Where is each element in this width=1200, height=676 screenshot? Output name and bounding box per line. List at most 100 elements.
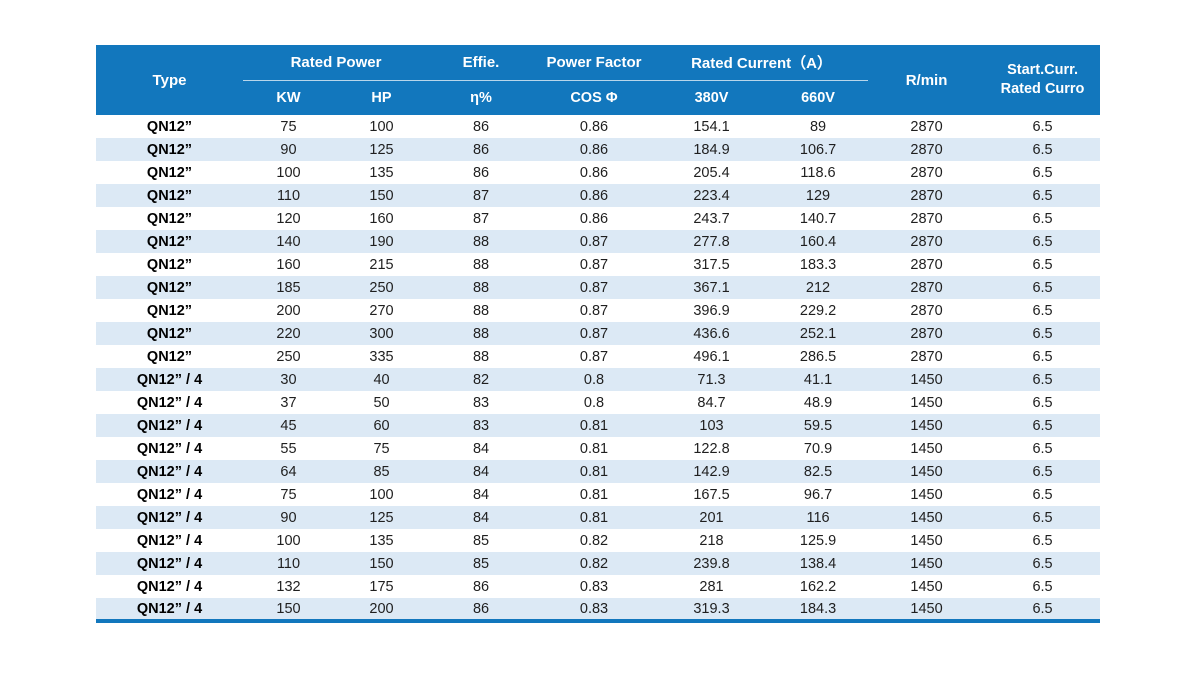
cell-v660: 140.7 [768, 207, 869, 230]
cell-v380: 103 [655, 414, 769, 437]
cell-hp: 150 [334, 184, 430, 207]
col-subheader-cos: COS Φ [533, 80, 656, 115]
cell-v380: 243.7 [655, 207, 769, 230]
cell-start-curr: 6.5 [985, 506, 1101, 529]
spec-table-container: Type Rated Power Effie. Power Factor Rat… [96, 45, 1101, 623]
table-header: Type Rated Power Effie. Power Factor Rat… [96, 45, 1101, 115]
cell-start-curr: 6.5 [985, 230, 1101, 253]
cell-eta: 86 [429, 161, 534, 184]
cell-v380: 317.5 [655, 253, 769, 276]
cell-v660: 160.4 [768, 230, 869, 253]
cell-start-curr: 6.5 [985, 598, 1101, 621]
cell-v380: 367.1 [655, 276, 769, 299]
cell-cos: 0.86 [533, 115, 656, 138]
col-subheader-eta: η% [429, 80, 534, 115]
cell-start-curr: 6.5 [985, 437, 1101, 460]
cell-cos: 0.81 [533, 483, 656, 506]
cell-eta: 84 [429, 460, 534, 483]
table-row: QN12” 185 250 88 0.87 367.1 212 2870 6.5 [96, 276, 1101, 299]
cell-start-curr: 6.5 [985, 322, 1101, 345]
cell-kw: 30 [243, 368, 334, 391]
cell-kw: 100 [243, 529, 334, 552]
cell-v660: 116 [768, 506, 869, 529]
cell-v660: 184.3 [768, 598, 869, 621]
cell-kw: 110 [243, 552, 334, 575]
table-row: QN12” / 4 132 175 86 0.83 281 162.2 1450 6.5 [96, 575, 1101, 598]
cell-hp: 125 [334, 506, 430, 529]
cell-start-curr: 6.5 [985, 115, 1101, 138]
cell-rpm: 2870 [868, 161, 986, 184]
cell-type: QN12” [96, 322, 243, 345]
cell-v660: 48.9 [768, 391, 869, 414]
cell-hp: 135 [334, 161, 430, 184]
cell-start-curr: 6.5 [985, 529, 1101, 552]
cell-eta: 87 [429, 184, 534, 207]
cell-rpm: 2870 [868, 138, 986, 161]
cell-hp: 190 [334, 230, 430, 253]
cell-kw: 90 [243, 138, 334, 161]
cell-v380: 239.8 [655, 552, 769, 575]
cell-start-curr: 6.5 [985, 414, 1101, 437]
cell-eta: 83 [429, 391, 534, 414]
cell-v660: 96.7 [768, 483, 869, 506]
cell-v660: 183.3 [768, 253, 869, 276]
cell-rpm: 2870 [868, 322, 986, 345]
cell-eta: 86 [429, 138, 534, 161]
cell-rpm: 1450 [868, 506, 986, 529]
col-header-power-factor: Power Factor [533, 45, 656, 81]
cell-hp: 100 [334, 115, 430, 138]
cell-v660: 106.7 [768, 138, 869, 161]
cell-cos: 0.87 [533, 230, 656, 253]
cell-hp: 40 [334, 368, 430, 391]
cell-type: QN12” [96, 345, 243, 368]
cell-hp: 135 [334, 529, 430, 552]
cell-kw: 75 [243, 483, 334, 506]
cell-v380: 277.8 [655, 230, 769, 253]
table-body: QN12” 75 100 86 0.86 154.1 89 2870 6.5 QN12” 90 125… [96, 115, 1101, 621]
cell-rpm: 1450 [868, 483, 986, 506]
cell-v660: 286.5 [768, 345, 869, 368]
cell-kw: 200 [243, 299, 334, 322]
cell-start-curr: 6.5 [985, 483, 1101, 506]
cell-v380: 223.4 [655, 184, 769, 207]
cell-cos: 0.8 [533, 368, 656, 391]
cell-cos: 0.82 [533, 552, 656, 575]
cell-start-curr: 6.5 [985, 299, 1101, 322]
cell-hp: 200 [334, 598, 430, 621]
cell-type: QN12” [96, 138, 243, 161]
cell-v380: 396.9 [655, 299, 769, 322]
cell-start-curr: 6.5 [985, 161, 1101, 184]
cell-kw: 100 [243, 161, 334, 184]
col-header-start-curr: Start.Curr. Rated Curro [985, 45, 1101, 115]
cell-cos: 0.87 [533, 345, 656, 368]
cell-eta: 85 [429, 529, 534, 552]
cell-rpm: 2870 [868, 299, 986, 322]
cell-v660: 118.6 [768, 161, 869, 184]
cell-v660: 229.2 [768, 299, 869, 322]
cell-cos: 0.87 [533, 276, 656, 299]
cell-start-curr: 6.5 [985, 368, 1101, 391]
cell-cos: 0.81 [533, 460, 656, 483]
cell-v380: 154.1 [655, 115, 769, 138]
table-row: QN12” 90 125 86 0.86 184.9 106.7 2870 6.5 [96, 138, 1101, 161]
cell-cos: 0.87 [533, 253, 656, 276]
table-row: QN12” 160 215 88 0.87 317.5 183.3 2870 6.5 [96, 253, 1101, 276]
cell-v660: 89 [768, 115, 869, 138]
cell-hp: 215 [334, 253, 430, 276]
cell-eta: 84 [429, 483, 534, 506]
cell-v380: 142.9 [655, 460, 769, 483]
cell-v660: 41.1 [768, 368, 869, 391]
cell-kw: 250 [243, 345, 334, 368]
col-header-rpm: R/min [868, 45, 986, 115]
cell-rpm: 1450 [868, 552, 986, 575]
cell-type: QN12” [96, 207, 243, 230]
cell-kw: 55 [243, 437, 334, 460]
cell-eta: 86 [429, 598, 534, 621]
cell-type: QN12” / 4 [96, 575, 243, 598]
cell-eta: 88 [429, 345, 534, 368]
cell-cos: 0.81 [533, 414, 656, 437]
cell-rpm: 1450 [868, 414, 986, 437]
table-row: QN12” / 4 110 150 85 0.82 239.8 138.4 1450 6.5 [96, 552, 1101, 575]
col-header-rated-power: Rated Power [243, 45, 430, 81]
cell-v660: 212 [768, 276, 869, 299]
